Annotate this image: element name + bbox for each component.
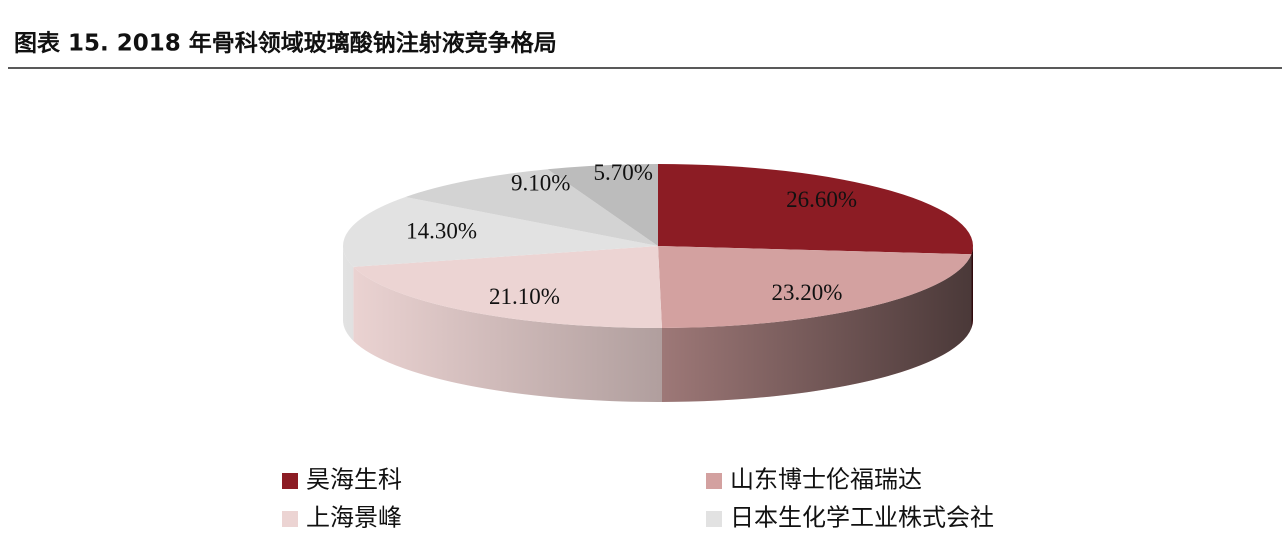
legend-swatch — [706, 473, 722, 489]
legend-label: 日本生化学工业株式会社 — [730, 504, 994, 532]
legend-swatch — [282, 511, 298, 527]
slice — [658, 164, 973, 255]
legend-label: 昊海生科 — [306, 466, 402, 494]
data-label: 26.60% — [786, 187, 857, 212]
legend-label: 山东博士伦福瑞达 — [730, 466, 922, 494]
data-label: 14.30% — [406, 219, 477, 244]
chart-title: 图表 15. 2018 年骨科领域玻璃酸钠注射液竞争格局 — [14, 30, 557, 57]
slice — [353, 246, 662, 329]
legend-label: 上海景峰 — [306, 504, 402, 532]
slice — [342, 196, 658, 267]
data-label: 9.10% — [511, 171, 570, 196]
slice — [405, 169, 658, 246]
data-label: 23.20% — [771, 280, 842, 305]
side-shade — [343, 246, 973, 402]
legend-swatch — [282, 473, 298, 489]
legend-swatch — [706, 511, 722, 527]
slice — [658, 246, 972, 328]
data-label: 5.70% — [594, 160, 653, 185]
data-label: 21.10% — [489, 284, 560, 309]
slice — [547, 164, 658, 246]
